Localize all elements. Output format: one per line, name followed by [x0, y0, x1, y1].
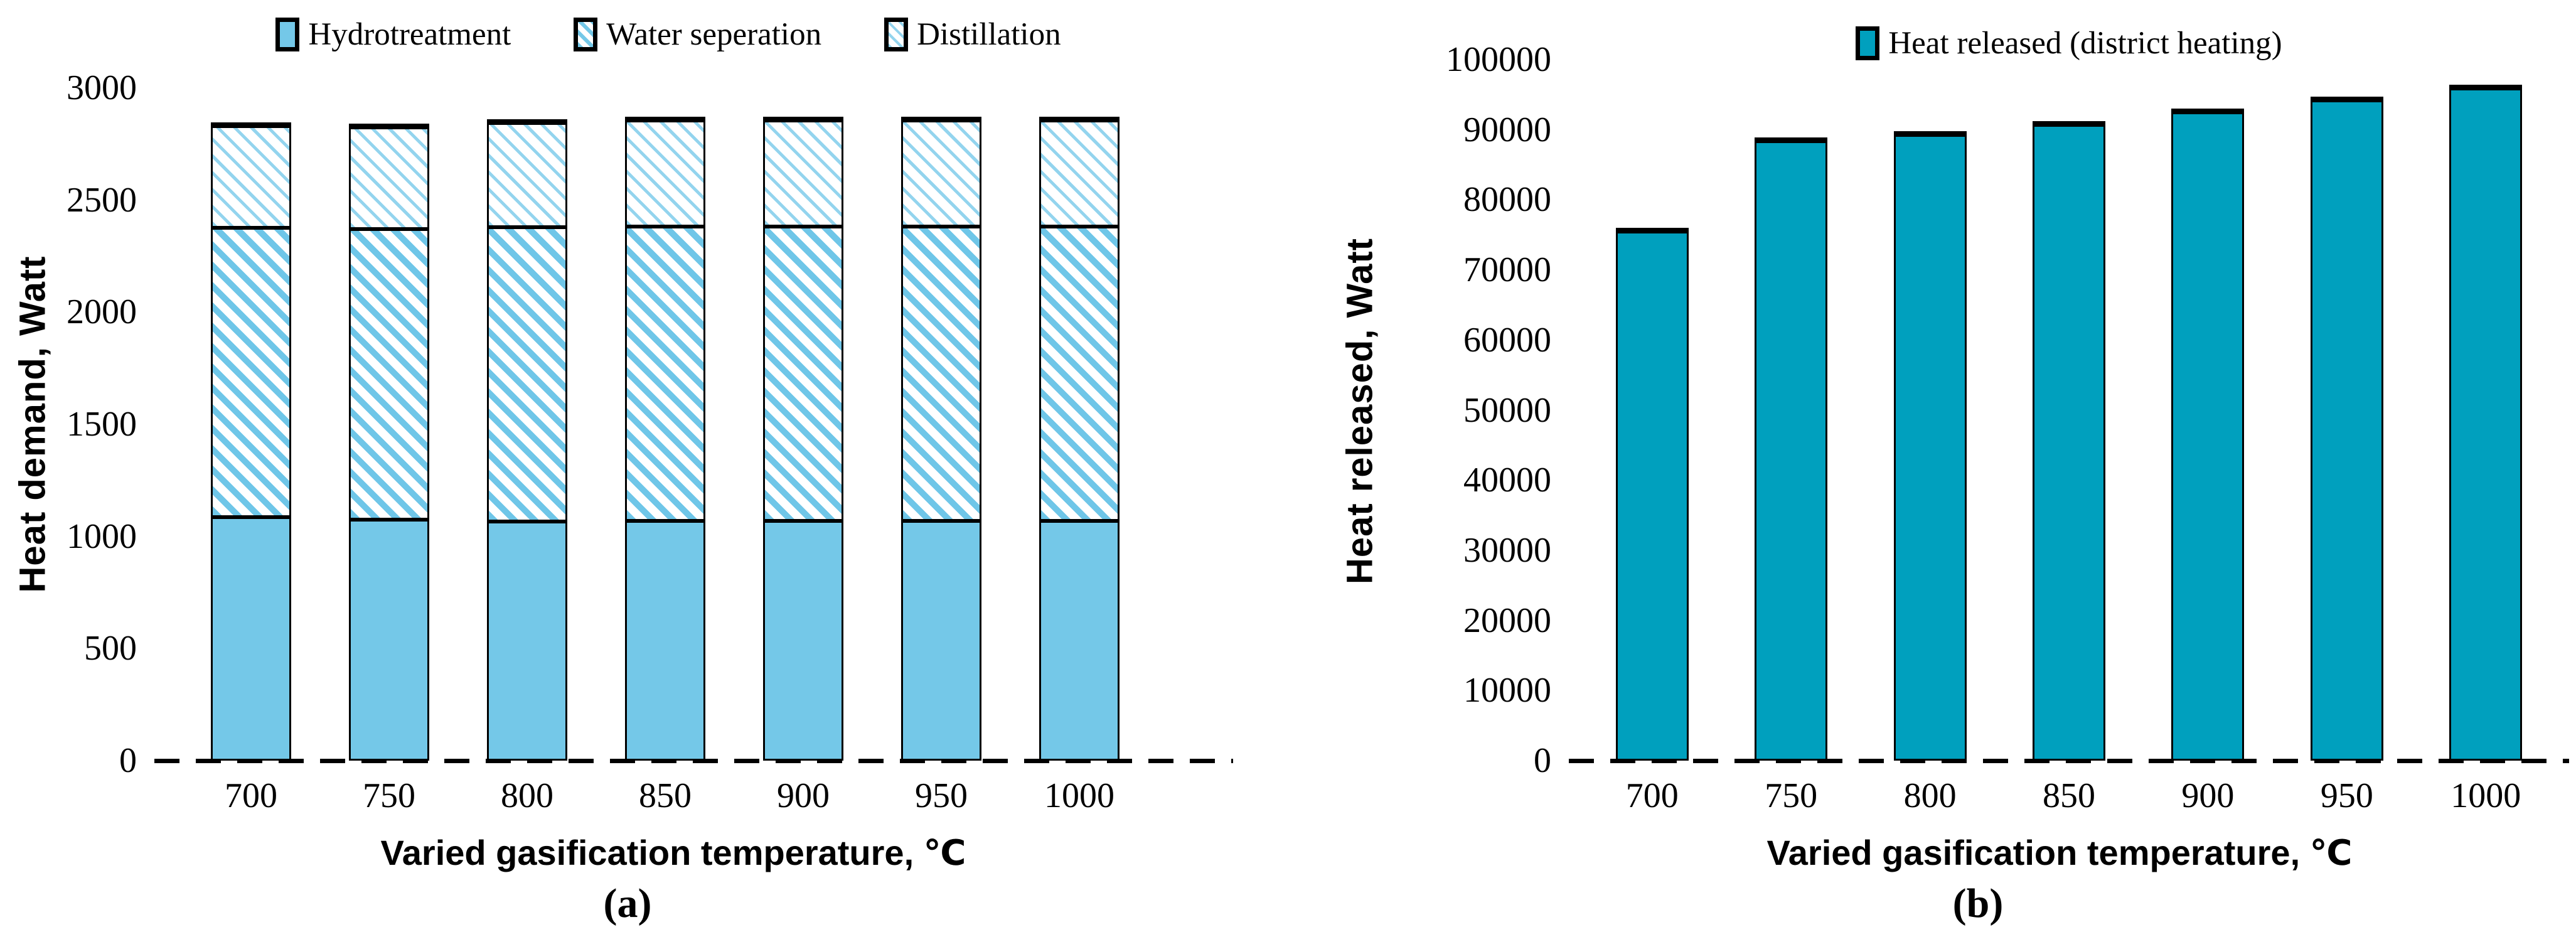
y-tick-label: 10000 — [1463, 671, 1551, 710]
y-tick-label: 70000 — [1463, 250, 1551, 290]
legend-a: Hydrotreatment Water seperation Distilla… — [182, 16, 1155, 53]
x-tick-label: 700 — [1625, 776, 1679, 815]
bar-segment-distillation — [487, 119, 567, 228]
bar-segment-water-seperation — [211, 227, 291, 518]
bar-segment-distillation — [901, 116, 981, 227]
y-tick-label: 1500 — [67, 405, 137, 444]
bar-segment-hydrotreatment — [487, 522, 567, 761]
bar-segment-hydrotreatment — [211, 517, 291, 761]
x-tick-label: 850 — [639, 776, 692, 815]
legend-swatch-heat-released-icon — [1856, 26, 1880, 60]
legend-label-water-seperation: Water seperation — [606, 17, 822, 52]
y-tick-label: 1000 — [67, 517, 137, 556]
x-tick-label: 1000 — [1044, 776, 1114, 815]
bar-segment-heat-released-district-heating- — [2171, 109, 2245, 761]
x-axis-baseline — [154, 759, 1233, 763]
y-tick-label: 50000 — [1463, 390, 1551, 430]
caption-b: (b) — [1952, 881, 2004, 926]
bar-segment-heat-released-district-heating- — [1615, 228, 1689, 761]
bar-segment-heat-released-district-heating- — [2033, 121, 2105, 761]
x-tick-label: 800 — [501, 776, 553, 815]
y-tick-label: 2500 — [67, 180, 137, 220]
legend-item-distillation: Distillation — [884, 16, 1061, 53]
bar-segment-hydrotreatment — [763, 520, 843, 761]
x-axis-title-b: Varied gasification temperature, ℃ — [1766, 833, 2353, 872]
bar-segment-hydrotreatment — [625, 520, 705, 761]
y-tick-label: 60000 — [1463, 320, 1551, 360]
bar-segment-water-seperation — [349, 229, 429, 520]
bar-segment-distillation — [1039, 116, 1120, 227]
legend-swatch-water-seperation-icon — [574, 18, 598, 51]
bar-segment-water-seperation — [763, 226, 843, 521]
bar-segment-heat-released-district-heating- — [2310, 97, 2383, 761]
legend-b: Heat released (district heating) — [1583, 25, 2555, 62]
legend-item-heat-released: Heat released (district heating) — [1856, 25, 2282, 62]
bar-segment-distillation — [349, 124, 429, 230]
legend-swatch-distillation-icon — [884, 18, 909, 51]
legend-label-hydrotreatment: Hydrotreatment — [308, 17, 511, 52]
chart-a-panel: Hydrotreatment Water seperation Distilla… — [13, 16, 1233, 926]
bar-segment-water-seperation — [625, 226, 705, 521]
bar-segment-water-seperation — [901, 226, 981, 521]
bar-segment-distillation — [625, 117, 705, 227]
bar-segment-distillation — [211, 122, 291, 228]
x-tick-label: 750 — [363, 776, 415, 815]
plot-area-a: 0 500 1000 1500 2000 2500 3000 700 750 800 850 900 9… — [67, 68, 1233, 815]
caption-a: (a) — [603, 881, 652, 926]
y-tick-label: 20000 — [1463, 601, 1551, 640]
plot-area-b: 0 10000 20000 30000 40000 50000 60000 70000 8000… — [1288, 0, 2576, 937]
y-tick-label: 2000 — [67, 292, 137, 332]
x-tick-label: 950 — [915, 776, 968, 815]
y-tick-label: 30000 — [1463, 530, 1551, 570]
y-tick-label: 40000 — [1463, 461, 1551, 500]
bar-segment-heat-released-district-heating- — [2449, 85, 2523, 761]
x-tick-label: 850 — [2043, 776, 2095, 815]
legend-item-water-seperation: Water seperation — [574, 16, 821, 53]
y-tick-label: 3000 — [67, 68, 137, 107]
y-tick-label: 500 — [84, 629, 137, 668]
x-tick-label: 900 — [2181, 776, 2235, 815]
legend-label-heat-released: Heat released (district heating) — [1888, 26, 2282, 61]
x-tick-label: 700 — [225, 776, 277, 815]
y-tick-label: 80000 — [1463, 180, 1551, 220]
bar-segment-water-seperation — [487, 227, 567, 522]
legend-item-hydrotreatment: Hydrotreatment — [275, 16, 511, 53]
bar-segment-hydrotreatment — [1039, 520, 1120, 761]
bar-segment-distillation — [763, 117, 843, 227]
chart-b-panel: Heat released (district heating) Heat re… — [1288, 0, 2576, 937]
bar-segment-water-seperation — [1039, 226, 1120, 521]
y-tick-label: 0 — [1534, 741, 1551, 780]
bar-segment-heat-released-district-heating- — [1893, 131, 1967, 761]
x-tick-label: 1000 — [2450, 776, 2521, 815]
x-tick-label: 750 — [1765, 776, 1818, 815]
x-tick-label: 950 — [2320, 776, 2373, 815]
x-tick-label: 900 — [777, 776, 830, 815]
bar-segment-heat-released-district-heating- — [1755, 137, 1828, 761]
y-tick-label: 0 — [119, 741, 137, 780]
legend-swatch-hydrotreatment-icon — [275, 18, 300, 51]
x-tick-label: 800 — [1903, 776, 1957, 815]
bar-segment-hydrotreatment — [349, 519, 429, 761]
y-tick-label: 100000 — [1446, 40, 1551, 79]
x-axis-title-a: Varied gasification temperature, ℃ — [380, 833, 966, 872]
x-axis-baseline — [1569, 759, 2569, 763]
y-tick-label: 90000 — [1463, 110, 1551, 149]
bar-segment-hydrotreatment — [901, 520, 981, 761]
legend-label-distillation: Distillation — [917, 17, 1061, 52]
